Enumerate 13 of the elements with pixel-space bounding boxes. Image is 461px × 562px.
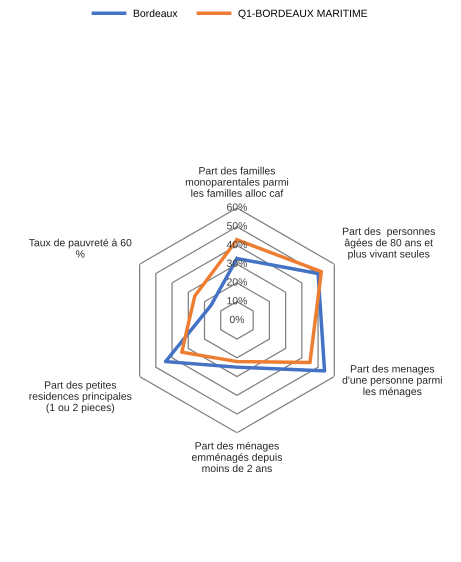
y-tick-label: 0% <box>230 316 244 324</box>
legend-label: Q1-BORDEAUX MARITIME <box>238 10 368 19</box>
y-tick-label: 20% <box>227 278 248 286</box>
y-tick-label: 60% <box>227 203 248 211</box>
y-tick-label: 10% <box>227 297 248 304</box>
spoke-label: Part des personnes âgées de 80 ans et plus vivant seules <box>342 227 435 260</box>
spoke-label: Part des menages d'une personne parmi les ménages <box>342 364 442 398</box>
spoke-label: Taux de pauvreté à 60 % <box>28 238 132 258</box>
spoke-label: Part des petites residences principales (1 ou 2 pieces) <box>29 381 132 414</box>
spoke-label: Part des familles monoparentales parmi les familles alloc caf <box>186 166 288 197</box>
spoke-label: Part des ménages emménagés depuis moins de 2 ans <box>192 442 282 472</box>
legend-label: Bordeaux <box>134 9 178 18</box>
y-tick-label: 50% <box>226 222 248 230</box>
